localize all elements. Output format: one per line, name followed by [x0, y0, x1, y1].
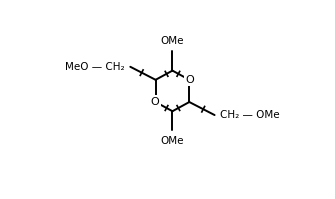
Text: OMe: OMe [161, 36, 184, 46]
Text: MeO — CH₂: MeO — CH₂ [65, 62, 125, 72]
Text: CH₂ — OMe: CH₂ — OMe [220, 110, 280, 120]
Text: O: O [186, 75, 194, 85]
Text: O: O [150, 97, 159, 107]
Text: OMe: OMe [161, 136, 184, 146]
